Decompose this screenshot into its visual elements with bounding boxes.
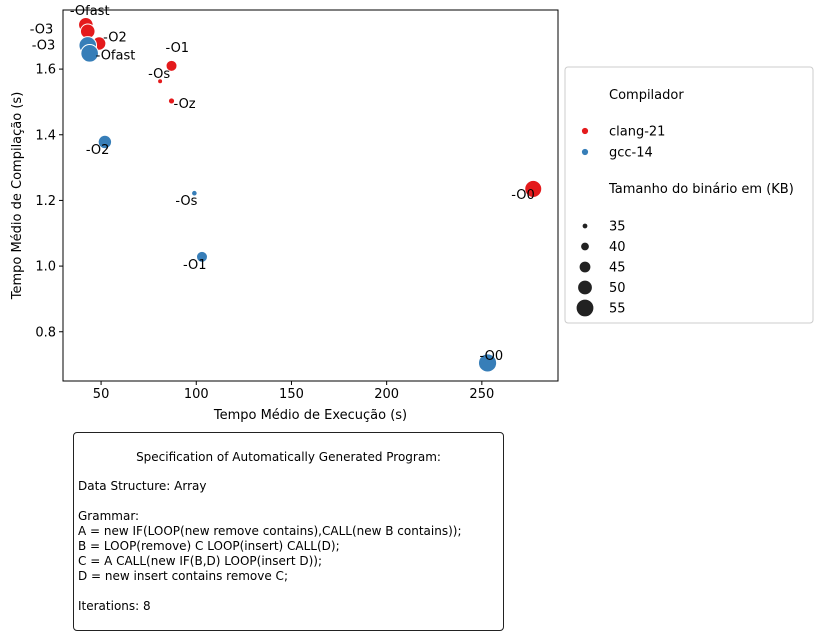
legend-hue-label: gcc-14: [609, 146, 653, 161]
legend-hue-marker: [581, 127, 589, 135]
spec-grammar-line: D = new insert contains remove C;: [78, 569, 288, 583]
scatter-point: [477, 353, 498, 373]
point-label: -O0: [480, 349, 504, 364]
point-label: -O0: [511, 188, 535, 203]
legend-size-label: 35: [609, 220, 626, 235]
spec-grammar-line: B = LOOP(remove) C LOOP(insert) CALL(D);: [78, 539, 340, 553]
legend-size-marker: [580, 241, 590, 252]
x-tick-label: 150: [279, 387, 304, 402]
legend-hue-items: clang-21 gcc-14: [581, 125, 665, 161]
scatter-point: [195, 250, 208, 263]
scatter-point: [524, 179, 543, 198]
point-labels: -Ofast -O3 -O2 -O1 -Os -Oz -O0 -O3 -Ofast -O2 -Os -…: [30, 4, 535, 364]
point-label: -Ofast: [70, 4, 110, 19]
spec-grammar-header: Grammar:: [78, 509, 140, 523]
legend-hue-marker: [581, 148, 589, 156]
point-label: -O2: [86, 143, 110, 158]
x-axis-ticks: 50 100 150 200 250: [93, 381, 494, 402]
y-tick-label: 0.8: [35, 325, 56, 340]
y-tick-label: 1.2: [35, 194, 56, 209]
y-tick-label: 1.0: [35, 260, 56, 275]
point-label: -O1: [183, 258, 207, 273]
point-label: -Oz: [174, 97, 196, 112]
scatter-chart: 0.8 1.0 1.2 1.4 1.6 50 100 150 200 250 -Ofast -O3…: [10, 4, 814, 423]
x-tick-label: 50: [93, 387, 110, 402]
program-spec-box: Specification of Automatically Generated…: [73, 432, 504, 631]
scatter-point: [80, 44, 99, 63]
legend-size-label: 55: [609, 302, 626, 317]
legend-size-items: 35 40 45 50 55: [575, 220, 626, 318]
legend-size-label: 45: [609, 261, 626, 276]
plot-frame: [62, 9, 559, 382]
legend-size-label: 40: [609, 240, 626, 255]
x-tick-label: 250: [469, 387, 494, 402]
scatter-point: [191, 189, 198, 197]
y-axis-ticks: 0.8 1.0 1.2 1.4 1.6: [35, 63, 63, 340]
spec-grammar-line: C = A CALL(new IF(B,D) LOOP(insert D));: [78, 554, 322, 568]
point-label: -Os: [148, 67, 170, 82]
point-label: -O3: [30, 22, 54, 37]
y-axis-label: Tempo Médio de Compilação (s): [10, 92, 25, 301]
spec-title: Specification of Automatically Generated…: [136, 450, 441, 464]
legend: Compilador Tamanho do binário em (KB) cl…: [564, 66, 814, 324]
scatter-point: [97, 134, 113, 150]
legend-size-label: 50: [609, 281, 626, 296]
y-tick-label: 1.6: [35, 63, 56, 78]
point-label: -O1: [166, 41, 190, 56]
legend-hue-title: Compilador: [609, 88, 684, 103]
spec-data-structure: Data Structure: Array: [78, 479, 207, 493]
scatter-point: [157, 78, 164, 85]
y-tick-label: 1.4: [35, 128, 56, 143]
spec-iterations: Iterations: 8: [78, 599, 151, 613]
legend-size-marker: [578, 260, 592, 274]
data-points: [78, 16, 543, 373]
point-label: -O2: [103, 30, 127, 45]
point-label: -O3: [32, 38, 56, 53]
scatter-point: [167, 97, 176, 105]
legend-size-marker: [575, 298, 595, 318]
legend-size-marker: [581, 222, 589, 230]
scatter-point: [165, 59, 178, 72]
legend-size-marker: [577, 279, 593, 296]
spec-grammar-line: A = new IF(LOOP(new remove contains),CAL…: [78, 524, 462, 538]
x-axis-label: Tempo Médio de Execução (s): [213, 408, 407, 423]
point-label: -Ofast: [96, 48, 136, 63]
legend-frame: [564, 66, 814, 324]
point-label: -Os: [175, 194, 197, 209]
legend-size-title: Tamanho do binário em (KB): [608, 182, 794, 197]
legend-hue-label: clang-21: [609, 125, 665, 140]
x-tick-label: 200: [374, 387, 399, 402]
x-tick-label: 100: [184, 387, 209, 402]
